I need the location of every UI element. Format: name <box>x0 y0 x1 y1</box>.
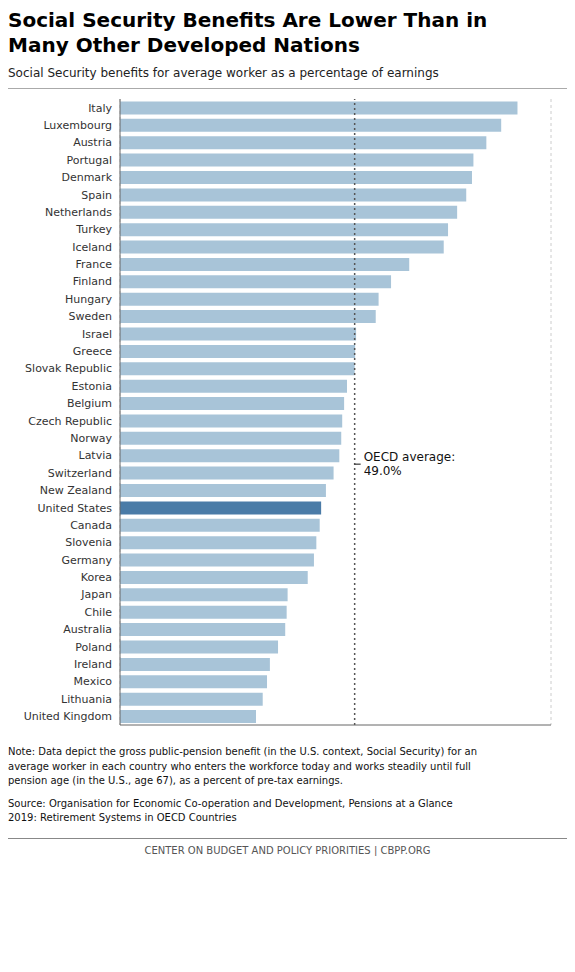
svg-text:Japan: Japan <box>80 588 112 601</box>
svg-text:Belgium: Belgium <box>67 397 112 410</box>
svg-text:Czech Republic: Czech Republic <box>28 415 112 428</box>
svg-text:OECD average:49.0%: OECD average:49.0% <box>364 450 456 478</box>
html-text:Social Security benefits for a: Social Security benefits for average wor… <box>8 66 439 80</box>
svg-text:Iceland: Iceland <box>72 241 112 254</box>
svg-text:Denmark: Denmark <box>61 171 112 184</box>
svg-text:Hungary: Hungary <box>65 293 112 306</box>
svg-text:Netherlands: Netherlands <box>45 206 112 219</box>
svg-text:Turkey: Turkey <box>75 223 112 236</box>
svg-text:Switzerland: Switzerland <box>48 467 112 480</box>
svg-text:Canada: Canada <box>70 519 112 532</box>
svg-text:France: France <box>75 258 112 271</box>
html-text:CENTER ON BUDGET AND POLICY PR: CENTER ON BUDGET AND POLICY PRIORITIES |… <box>144 844 431 856</box>
svg-text:Spain: Spain <box>81 189 112 202</box>
svg-text:Mexico: Mexico <box>74 675 113 688</box>
svg-text:Norway: Norway <box>70 432 112 445</box>
svg-text:United States: United States <box>38 502 113 515</box>
html-text:Note: Data depict the gross pu: Note: Data depict the gross public-pensi… <box>8 746 477 786</box>
svg-text:Israel: Israel <box>82 328 112 341</box>
svg-text:Korea: Korea <box>81 571 112 584</box>
svg-text:Estonia: Estonia <box>72 380 113 393</box>
svg-text:Greece: Greece <box>73 345 112 358</box>
html-text:Social Security Benefits Are L: Social Security Benefits Are Lower Than … <box>8 8 488 57</box>
svg-text:Australia: Australia <box>63 623 112 636</box>
svg-text:Slovak Republic: Slovak Republic <box>25 362 112 375</box>
svg-text:Slovenia: Slovenia <box>65 536 112 549</box>
svg-text:New Zealand: New Zealand <box>40 484 112 497</box>
html-text:Source: Organisation for Econo: Source: Organisation for Economic Co-ope… <box>8 797 453 823</box>
svg-text:Sweden: Sweden <box>69 310 112 323</box>
svg-text:Italy: Italy <box>88 102 112 115</box>
svg-text:Ireland: Ireland <box>74 658 112 671</box>
svg-text:Luxembourg: Luxembourg <box>43 119 112 132</box>
svg-text:Lithuania: Lithuania <box>61 693 112 706</box>
svg-text:Germany: Germany <box>61 554 112 567</box>
svg-text:Latvia: Latvia <box>79 449 113 462</box>
svg-text:Finland: Finland <box>73 275 112 288</box>
svg-text:United Kingdom: United Kingdom <box>24 710 112 723</box>
svg-text:Austria: Austria <box>73 136 112 149</box>
svg-text:Portugal: Portugal <box>66 154 112 167</box>
svg-text:Chile: Chile <box>84 606 112 619</box>
svg-text:Poland: Poland <box>75 641 112 654</box>
